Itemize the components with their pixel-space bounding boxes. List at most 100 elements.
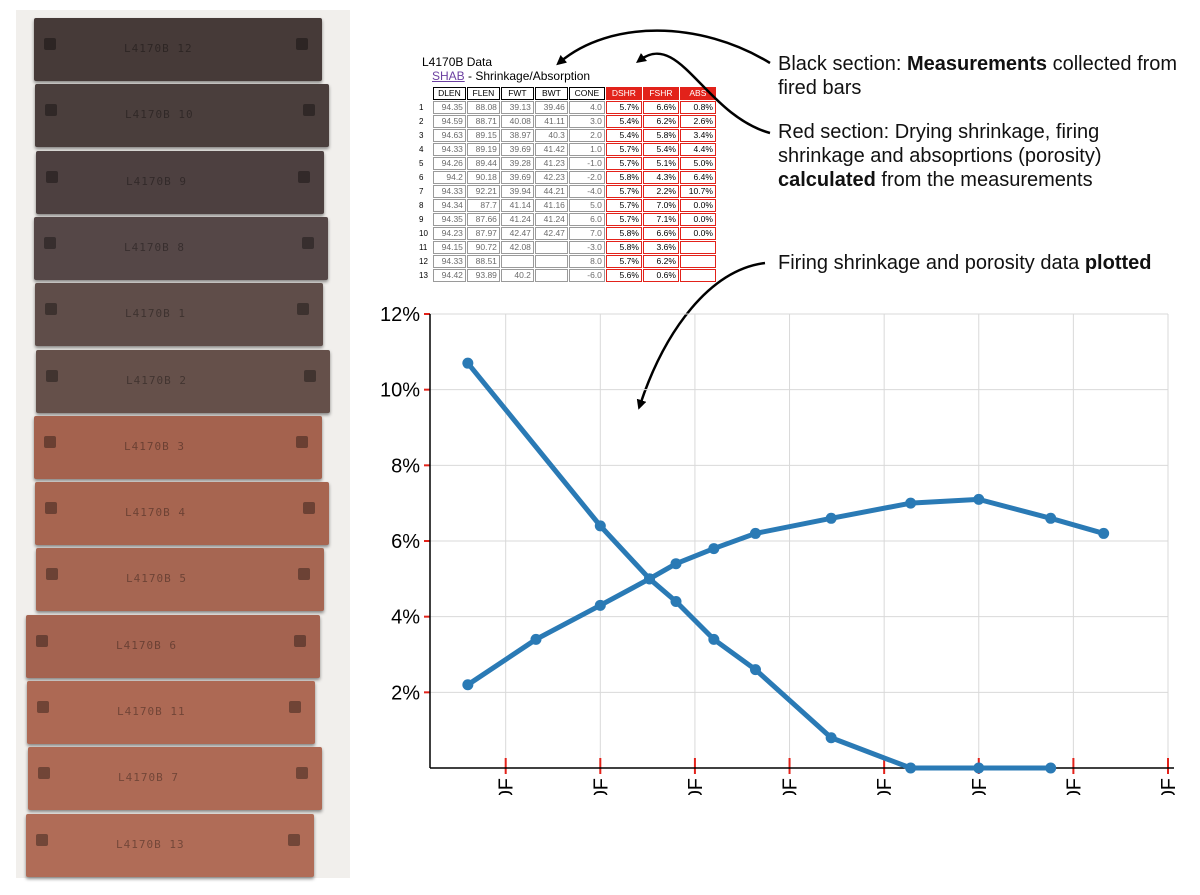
bar-stamp: L4170B 3 [124, 439, 185, 453]
row-number: 10 [419, 229, 428, 238]
measurement-cell: 87.66 [466, 213, 500, 226]
table-header: DLEN [432, 87, 466, 100]
measurement-cell: 44.21 [534, 185, 568, 198]
table-header: BWT [534, 87, 568, 100]
measurement-cell: 39.28 [500, 157, 534, 170]
arrow-to-plot [636, 261, 766, 410]
subtitle-text: - Shrinkage/Absorption [464, 69, 591, 83]
measurement-cell: 41.16 [534, 199, 568, 212]
calculated-cell: 5.7% [605, 143, 642, 156]
calculated-cell: 7.0% [642, 199, 679, 212]
measurement-cell: 39.13 [500, 101, 534, 114]
data-point [749, 664, 761, 676]
measurement-cell: -3.0 [568, 241, 605, 254]
data-point [973, 762, 985, 774]
shab-link[interactable]: SHAB [432, 69, 465, 83]
measurement-cell: 88.51 [466, 255, 500, 268]
data-point [905, 497, 917, 509]
measurement-cell: 94.2 [432, 171, 466, 184]
calculated-cell: 2.2% [642, 185, 679, 198]
bar-hole [294, 634, 306, 647]
calculated-cell: 6.6% [642, 227, 679, 240]
calculated-cell: 3.6% [642, 241, 679, 254]
measurement-cell: 41.14 [500, 199, 534, 212]
bar-hole [303, 104, 315, 117]
shrinkage-table: DLEN FLEN FWT BWT CONE DSHR FSHR ABS 1 94.35 88.0… [416, 86, 717, 283]
measurement-cell: 40.3 [534, 129, 568, 142]
measurement-cell: -2.0 [568, 171, 605, 184]
data-point [1045, 762, 1057, 774]
calculated-cell: 0.6% [642, 269, 679, 282]
bar-hole [296, 38, 308, 50]
measurement-cell: 93.89 [466, 269, 500, 282]
x-tick-label: 2000F [590, 778, 612, 795]
data-subtitle: SHAB - Shrinkage/Absorption [432, 69, 590, 83]
calculated-cell: 5.4% [642, 143, 679, 156]
clay-bar: L4170B 8 [34, 216, 328, 280]
measurement-cell [534, 241, 568, 254]
data-point [1098, 527, 1110, 539]
bar-stamp: L4170B 1 [125, 307, 186, 321]
measurement-cell: 42.08 [500, 241, 534, 254]
row-number: 5 [419, 159, 424, 168]
measurement-cell: 42.23 [534, 171, 568, 184]
data-point [708, 633, 720, 645]
calculated-cell: 5.7% [605, 199, 642, 212]
bar-hole [296, 767, 308, 780]
measurement-cell: 92.21 [466, 185, 500, 198]
measurement-cell: 42.47 [534, 227, 568, 240]
calculated-cell [679, 241, 716, 254]
clay-bar: L4170B 9 [36, 150, 324, 214]
measurement-cell: 38.97 [500, 129, 534, 142]
calculated-cell: 7.1% [642, 213, 679, 226]
bar-stamp: L4170B 7 [118, 771, 179, 785]
table-row: 7 94.33 92.21 39.94 44.21 -4.0 5.7% 2.2% 10.7% [417, 185, 716, 198]
clay-bar: L4170B 12 [34, 18, 322, 81]
bar-hole [37, 701, 49, 713]
calculated-cell: 4.4% [679, 143, 716, 156]
table-row: 12 94.33 88.51 8.0 5.7% 6.2% [417, 255, 716, 268]
measurement-cell: 7.0 [568, 227, 605, 240]
bar-hole [36, 833, 48, 846]
measurement-cell: 6.0 [568, 213, 605, 226]
x-tick-label: 2150F [874, 778, 896, 795]
y-tick-label: 8% [391, 455, 420, 477]
measurement-cell: 41.24 [500, 213, 534, 226]
data-point [530, 633, 542, 645]
measurement-cell: 88.08 [466, 101, 500, 114]
measurement-cell: 94.63 [432, 129, 466, 142]
row-number: 9 [419, 215, 424, 224]
measurement-cell: 88.71 [466, 115, 500, 128]
table-row: 1 94.35 88.08 39.13 39.46 4.0 5.7% 6.6% 0.8% [417, 101, 716, 114]
clay-bar: L4170B 6 [26, 614, 320, 678]
x-tick-label: 2200F [969, 778, 991, 795]
row-number: 1 [419, 103, 424, 112]
measurement-cell: 94.34 [432, 199, 466, 212]
measurement-cell: 3.0 [568, 115, 605, 128]
bar-stamp: L4170B 11 [117, 705, 186, 718]
calculated-cell: 6.2% [642, 115, 679, 128]
calculated-cell: 5.7% [605, 185, 642, 198]
bar-hole [297, 303, 309, 316]
calculated-cell: 5.7% [605, 255, 642, 268]
bar-hole [44, 236, 56, 249]
x-tick-label: 2100F [780, 778, 802, 795]
calculated-cell: 5.7% [605, 213, 642, 226]
clay-bar: L4170B 11 [27, 681, 315, 744]
clay-bar: L4170B 3 [34, 415, 322, 479]
clay-bar: L4170B 13 [26, 813, 314, 877]
measurement-cell: -6.0 [568, 269, 605, 282]
data-point [670, 596, 682, 608]
measurement-cell: 94.26 [432, 157, 466, 170]
measurement-cell: 40.08 [500, 115, 534, 128]
measurement-cell: 4.0 [568, 101, 605, 114]
x-tick-label: 1950F [496, 778, 518, 795]
bar-hole [288, 833, 300, 846]
bar-stamp: L4170B 13 [116, 837, 185, 851]
row-number: 11 [419, 243, 428, 252]
calculated-cell: 5.0% [679, 157, 716, 170]
measurement-cell [534, 269, 568, 282]
measurement-cell: 41.11 [534, 115, 568, 128]
measurement-cell: 41.23 [534, 157, 568, 170]
bar-stamp: L4170B 12 [124, 42, 193, 55]
